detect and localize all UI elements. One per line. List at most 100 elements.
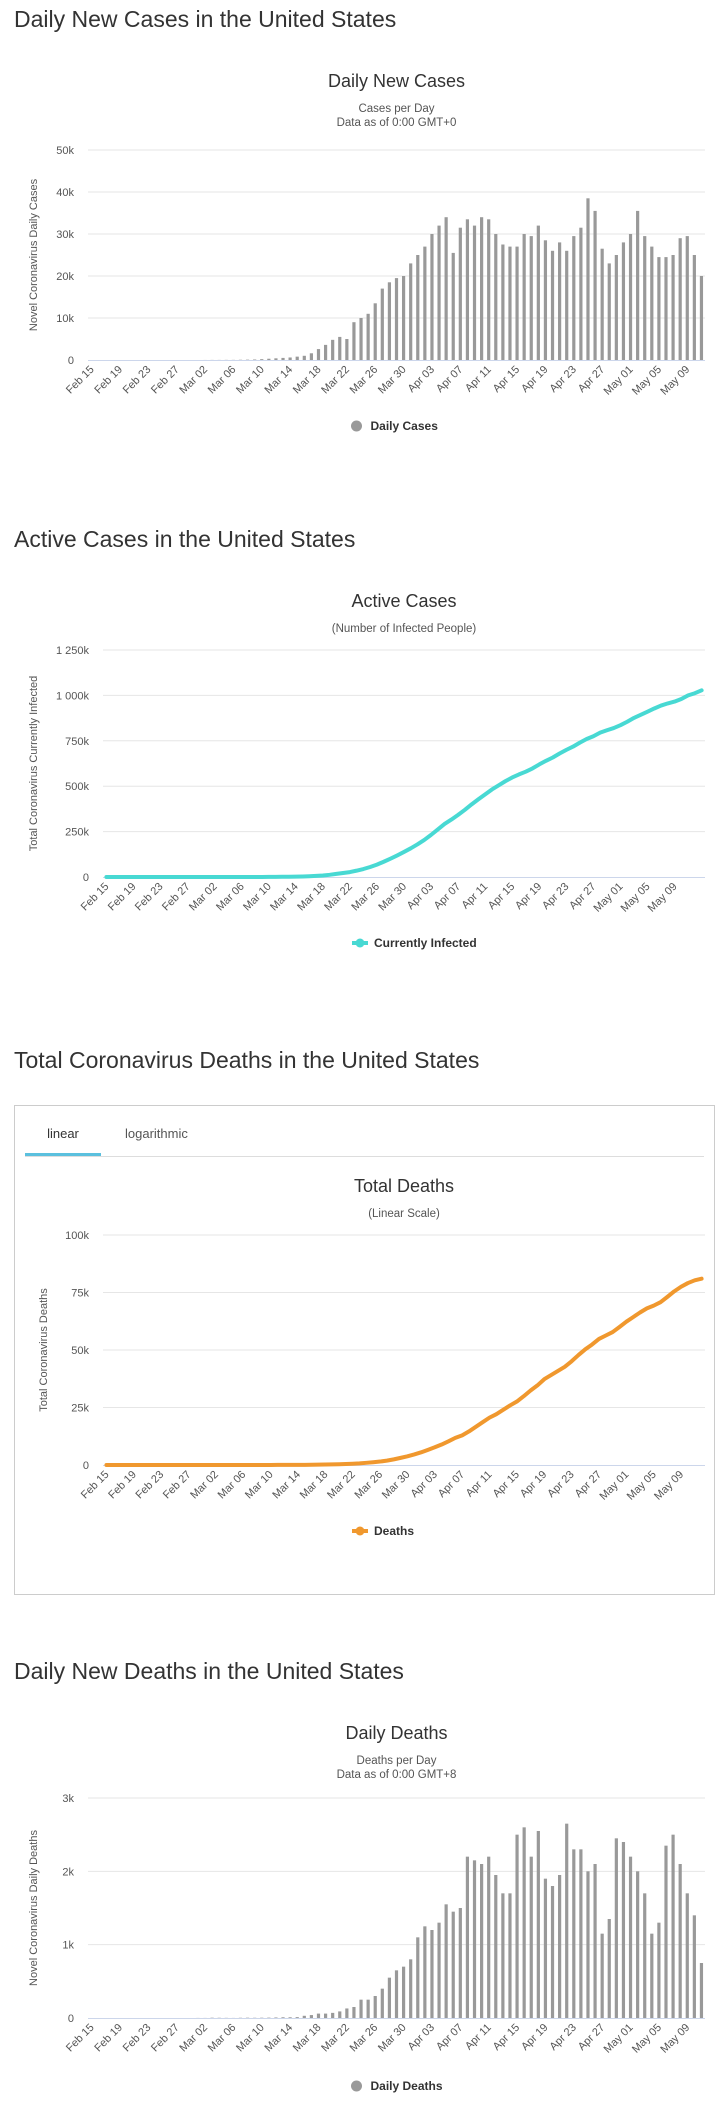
x-tick-label: Feb 23 (133, 881, 166, 914)
bar (515, 1834, 519, 2018)
x-tick-label: Mar 26 (348, 364, 381, 397)
x-tick-label: Feb 27 (149, 2022, 182, 2055)
x-tick-label: Feb 19 (92, 364, 125, 397)
bar (401, 276, 406, 360)
bar (437, 1922, 441, 2018)
chart-title: Daily Deaths (345, 1723, 447, 1743)
bar (529, 1856, 533, 2018)
x-tick-label: Mar 02 (187, 881, 220, 914)
bar (472, 1860, 477, 2018)
x-tick-label: Feb 15 (79, 1469, 112, 1502)
y-tick-label: 1k (62, 1940, 74, 1952)
x-tick-label: Mar 30 (376, 2022, 409, 2055)
active-cases-chart: Active Cases (Number of Infected People) 0… (28, 591, 705, 950)
x-tick-label: Apr 03 (405, 881, 436, 912)
daily-cases-section-title: Daily New Cases in the United States (14, 6, 397, 32)
x-tick-label: Mar 18 (295, 881, 328, 914)
bar (295, 2017, 299, 2018)
y-tick-label: 250k (65, 827, 89, 839)
bar (380, 288, 384, 360)
x-tick-label: Mar 26 (348, 2022, 381, 2055)
total-deaths-tab-panel: linear logarithmic (14, 1105, 715, 1595)
x-tick-label: Mar 06 (206, 2022, 239, 2055)
x-tick-label: Mar 18 (291, 364, 324, 397)
tab-linear[interactable]: linear (47, 1126, 79, 1141)
bar (338, 336, 342, 360)
x-tick-label: Feb 15 (64, 364, 97, 397)
bar (394, 278, 399, 360)
chart-subtitle: Deaths per Day (357, 1755, 437, 1767)
bar (600, 1933, 604, 2018)
bar (692, 255, 696, 360)
y-axis-title: Novel Coronavirus Daily Deaths (28, 1830, 40, 1986)
y-axis-title: Total Coronavirus Currently Infected (28, 676, 40, 851)
x-tick-label: Apr 11 (463, 364, 494, 395)
x-tick-label: Apr 23 (545, 1469, 576, 1500)
x-tick-label: Mar 30 (380, 1469, 413, 1502)
bar (458, 227, 462, 360)
legend-symbol (355, 938, 365, 948)
bar (593, 1864, 597, 2018)
bar (607, 263, 611, 360)
x-tick-label: Mar 30 (376, 881, 409, 914)
bar (600, 248, 604, 360)
y-tick-label: 30k (56, 229, 74, 241)
x-tick-label: Apr 07 (434, 2022, 465, 2053)
tab-logarithmic[interactable]: logarithmic (125, 1126, 188, 1141)
bar (650, 246, 654, 360)
bar (444, 217, 448, 360)
y-tick-label: 0 (68, 2013, 74, 2025)
bar (614, 1838, 618, 2018)
x-tick-label: Mar 02 (188, 1469, 221, 1502)
x-tick-label: Feb 19 (106, 881, 139, 914)
y-tick-label: 3k (62, 1793, 74, 1805)
x-tick-label: Apr 19 (519, 364, 550, 395)
chart-subtitle: Cases per Day (358, 103, 434, 115)
x-tick-label: Apr 07 (434, 364, 465, 395)
bar (522, 1827, 526, 2018)
bar (281, 2017, 285, 2018)
bar (359, 1999, 363, 2018)
x-tick-label: Apr 11 (464, 1469, 495, 1500)
y-tick-label: 0 (68, 355, 74, 367)
bar (699, 276, 704, 360)
legend-symbol (351, 420, 362, 432)
bar (515, 246, 519, 360)
bar (302, 2015, 306, 2018)
x-tick-label: Feb 27 (161, 1469, 194, 1502)
x-tick-label: Apr 03 (406, 364, 437, 395)
x-tick-label: Mar 10 (234, 364, 267, 397)
bar (636, 1871, 640, 2018)
bar (657, 1922, 661, 2018)
bar (501, 244, 505, 360)
bar (423, 246, 427, 360)
x-tick-label: Apr 23 (548, 2022, 579, 2053)
bar (607, 1919, 611, 2018)
tab-divider (25, 1156, 704, 1157)
y-tick-label: 20k (56, 271, 74, 283)
bar (643, 236, 647, 360)
bar (437, 225, 441, 360)
bar (345, 2008, 349, 2018)
chart-subtitle: (Linear Scale) (368, 1208, 440, 1220)
bar (565, 1823, 569, 2018)
bar (487, 1856, 491, 2018)
legend-label: Currently Infected (374, 936, 477, 950)
bar (253, 359, 257, 360)
bar (430, 1930, 434, 2018)
bar (529, 236, 533, 360)
x-tick-label: Feb 19 (106, 1469, 139, 1502)
bar (501, 1893, 505, 2018)
bar (685, 1893, 689, 2018)
bar (373, 1996, 377, 2018)
bar (699, 1963, 704, 2018)
bar (508, 1893, 512, 2018)
bar (302, 355, 306, 360)
x-tick-label: Apr 07 (436, 1469, 467, 1500)
x-tick-label: Apr 11 (459, 881, 490, 912)
total-deaths-chart: Total Deaths (Linear Scale) 0 25k 50k 75k 100k… (38, 1176, 705, 1538)
bar (409, 1959, 413, 2018)
y-tick-label: 0 (83, 1460, 89, 1472)
x-tick-label: Apr 07 (432, 881, 463, 912)
bar (621, 242, 626, 360)
